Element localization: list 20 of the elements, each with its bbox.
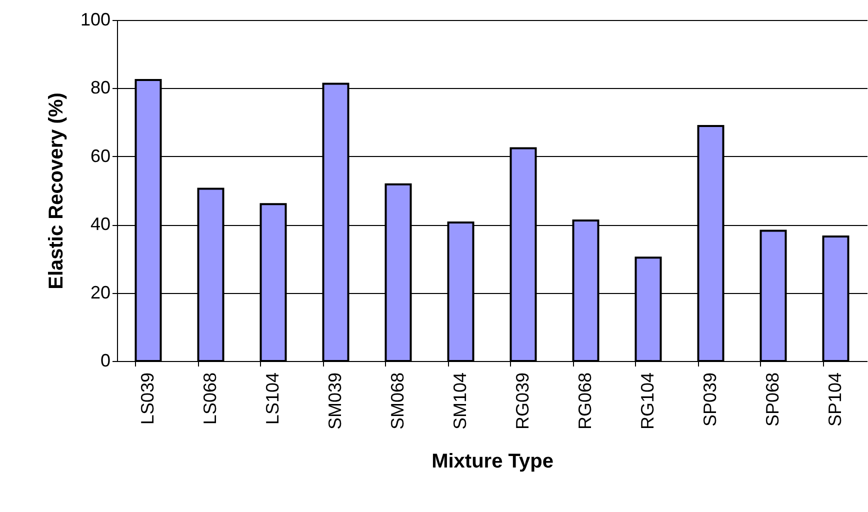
x-tick-label: LS068 — [200, 372, 220, 425]
x-axis-title: Mixture Type — [432, 450, 554, 473]
y-tick-label: 80 — [90, 78, 110, 98]
x-tick-label: SP068 — [762, 372, 782, 427]
x-tick-label: RG068 — [574, 372, 595, 430]
x-tick-label: SP039 — [700, 372, 720, 427]
x-tick-label: SM068 — [387, 372, 408, 430]
y-tick-label: 60 — [90, 146, 110, 166]
y-tick-label: 20 — [90, 282, 110, 302]
x-tick-label: RG039 — [512, 372, 532, 430]
x-tick-label: LS104 — [262, 372, 282, 425]
y-tick-label: 40 — [90, 214, 110, 234]
x-tick-label: SM104 — [450, 372, 470, 430]
x-tick-label: LS039 — [137, 372, 158, 425]
y-tick-label: 0 — [100, 350, 110, 370]
y-tick-label: 100 — [80, 10, 110, 30]
x-tick-label: RG104 — [637, 372, 658, 430]
x-tick-label: SM039 — [324, 372, 345, 430]
y-axis-title: Elastic Recovery (%) — [45, 92, 68, 290]
x-tick-label: SP104 — [824, 372, 845, 427]
